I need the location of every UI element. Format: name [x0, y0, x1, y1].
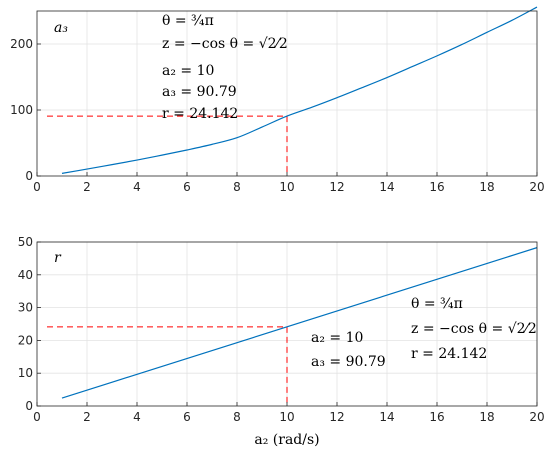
- bottom-annotation-theta: θ = ¾π: [411, 296, 463, 312]
- top-y-tick-label: 200: [10, 37, 33, 51]
- top-x-tick-label: 2: [83, 180, 91, 194]
- top-annotation-z: z = −cos θ = √2⁄2: [162, 36, 288, 52]
- top-x-tick-label: 0: [33, 180, 41, 194]
- bottom-x-tick-label: 4: [133, 410, 141, 424]
- bottom-x-tick-label: 0: [33, 410, 41, 424]
- bottom-y-tick-label: 50: [18, 235, 33, 249]
- bottom-annotation-a2: a₂ = 10: [311, 330, 363, 346]
- bottom-reference-lines: [47, 326, 288, 406]
- top-panel-label: a₃: [54, 20, 68, 36]
- bottom-x-tick-label: 6: [183, 410, 191, 424]
- bottom-x-tick-label: 2: [83, 410, 91, 424]
- bottom-y-tick-label: 20: [18, 333, 33, 347]
- bottom-y-tick-label: 40: [18, 268, 33, 282]
- bottom-panel-label: r: [54, 250, 62, 266]
- top-annotation-a2: a₂ = 10: [162, 63, 214, 79]
- top-reference-lines: [47, 115, 288, 176]
- bottom-y-tick-label: 30: [18, 301, 33, 315]
- top-annotation-a3: a₃ = 90.79: [162, 84, 237, 100]
- bottom-x-tick-label: 10: [279, 410, 294, 424]
- bottom-annotation-r: r = 24.142: [411, 346, 487, 362]
- bottom-annotation-z: z = −cos θ = √2⁄2: [411, 321, 537, 337]
- bottom-annotation-a3: a₃ = 90.79: [311, 354, 386, 370]
- top-series-line: [61, 6, 538, 174]
- bottom-x-tick-label: 8: [233, 410, 241, 424]
- top-x-tick-label: 4: [133, 180, 141, 194]
- top-x-tick-label: 10: [279, 180, 294, 194]
- top-x-tick-label: 8: [233, 180, 241, 194]
- bottom-series-line: [61, 247, 538, 399]
- top-y-tick-label: 0: [25, 169, 33, 183]
- bottom-y-tick-label: 10: [18, 366, 33, 380]
- bottom-x-tick-label: 14: [379, 410, 394, 424]
- top-x-tick-label: 18: [479, 180, 494, 194]
- top-annotation-r: r = 24.142: [162, 106, 238, 122]
- top-x-tick-label: 6: [183, 180, 191, 194]
- top-x-tick-label: 12: [329, 180, 344, 194]
- top-x-tick-label: 16: [429, 180, 444, 194]
- x-axis-label: a₂ (rad/s): [254, 432, 319, 448]
- top-grid: [37, 11, 537, 176]
- top-y-tick-label: 100: [10, 103, 33, 117]
- bottom-x-tick-label: 12: [329, 410, 344, 424]
- bottom-ticks: 0 2 4 6 8 10 12 14 16 18 20 0 10 20 30 40 50: [18, 235, 545, 424]
- bottom-x-tick-label: 20: [529, 410, 544, 424]
- top-annotation-theta: θ = ¾π: [162, 13, 214, 29]
- bottom-panel: 0 2 4 6 8 10 12 14 16 18 20 0 10 20 30 40 50 r a₂ = 10 a…: [18, 235, 545, 448]
- top-x-tick-label: 14: [379, 180, 394, 194]
- bottom-x-tick-label: 16: [429, 410, 444, 424]
- bottom-x-tick-label: 18: [479, 410, 494, 424]
- top-x-tick-label: 20: [529, 180, 544, 194]
- bottom-y-tick-label: 0: [25, 399, 33, 413]
